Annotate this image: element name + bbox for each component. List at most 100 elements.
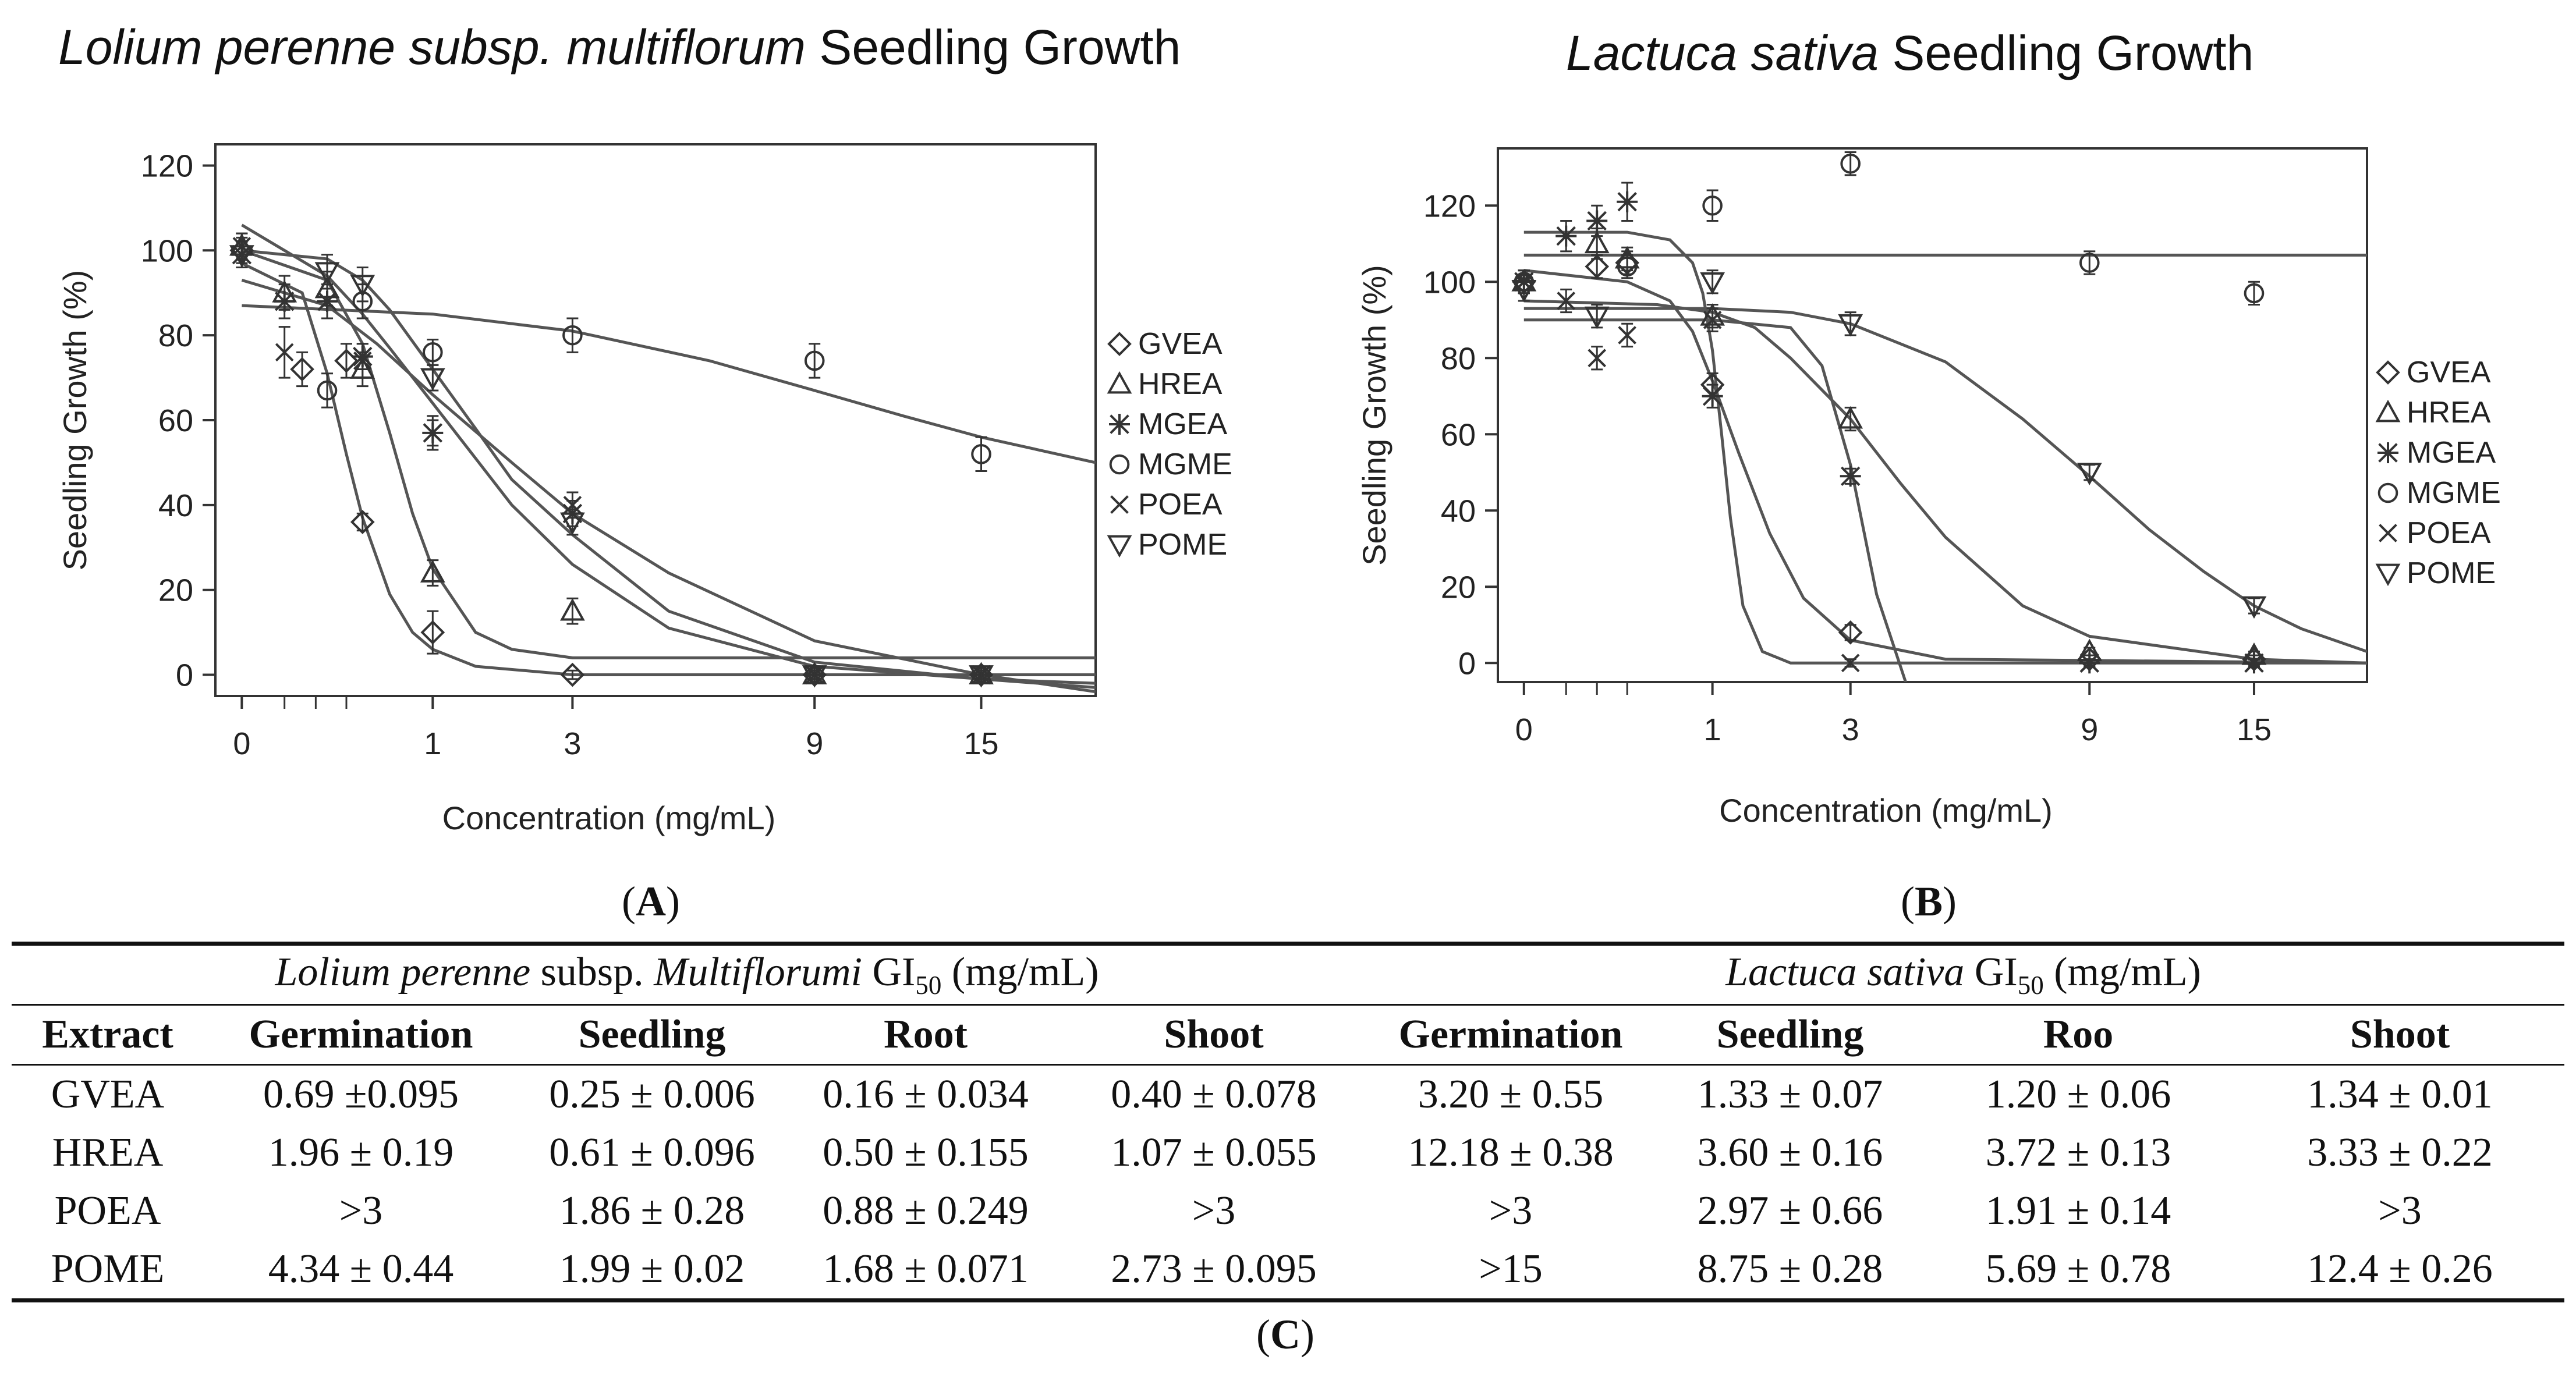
col-header: Root [786, 1004, 1065, 1065]
data-point-pome [314, 262, 340, 285]
legend-item-pome: POME [2375, 556, 2496, 590]
legend-item-gvea: GVEA [2376, 356, 2491, 389]
table-group-header: Lolium perenne subsp. Multiflorumi GI50 … [12, 942, 2564, 1005]
data-point-poea [2080, 654, 2099, 673]
fit-curve-hrea [241, 248, 1096, 659]
legend-label: GVEA [1138, 327, 1223, 361]
data-point-pome [802, 665, 827, 688]
fit-curve-mgme [242, 304, 1096, 464]
legend-label: POEA [1138, 488, 1223, 521]
data-point-mgme [562, 325, 583, 346]
table-cell: 0.40 ± 0.078 [1065, 1064, 1362, 1124]
y-tick-label: 100 [141, 233, 193, 268]
data-point-gvea [1838, 620, 1863, 645]
legend-marker-poea [1110, 495, 1129, 514]
data-point-poea [275, 343, 294, 362]
table-row: HREA 1.96 ± 0.19 0.61 ± 0.096 0.50 ± 0.1… [12, 1124, 2564, 1182]
fit-curve-mgea [1523, 230, 2367, 665]
error-bar-mgme [2248, 281, 2260, 306]
x-tick-label: 3 [564, 726, 581, 761]
y-tick-label: 40 [1441, 493, 1476, 528]
y-axis-label: Seedling Growth (%) [56, 270, 93, 571]
legend-label: HREA [1138, 367, 1223, 401]
data-point-mgea [1840, 466, 1861, 487]
table-cell: POEA [54, 1188, 161, 1233]
data-point-mgea [1586, 210, 1608, 232]
data-point-poea [1557, 292, 1576, 310]
legend-label: POEA [2407, 516, 2491, 550]
legend-item-gvea: GVEA [1107, 327, 1223, 361]
error-bar-mgme [975, 436, 987, 473]
gi50-table: Lolium perenne subsp. Multiflorumi GI50 … [12, 942, 2564, 1302]
caption-c: (C) [1256, 1311, 1314, 1358]
data-point-mgme [1617, 256, 1638, 277]
table-cell: 12.18 ± 0.38 [1408, 1130, 1614, 1175]
table-cell: 4.34 ± 0.44 [204, 1240, 518, 1302]
charts-canvas: Lolium perenne subsp. multiflorum Seedli… [56, 20, 2501, 836]
data-point-pome [2077, 463, 2102, 485]
group-header-lactuca: Lactuca sativa GI50 (mg/mL) [1362, 942, 2564, 1005]
fit-curve-poea [241, 279, 1096, 694]
table-cell: 8.75 ± 0.28 [1659, 1240, 1921, 1302]
table-row: POEA >3 1.86 ± 0.28 0.88 ± 0.249 >3 >3 2… [12, 1182, 2564, 1240]
fit-curve-mgea [241, 223, 1096, 685]
data-point-poea [353, 352, 372, 370]
x-tick-label: 0 [1515, 712, 1533, 747]
legend-marker-poea [2379, 524, 2397, 542]
table-cell: 0.69 ±0.095 [204, 1064, 518, 1124]
x-tick-label: 9 [2081, 712, 2098, 747]
data-point-gvea [420, 620, 445, 645]
col-header: Roo [1921, 1004, 2235, 1065]
x-tick-label: 9 [806, 726, 823, 761]
data-point-mgea [1555, 225, 1577, 247]
legend-label: GVEA [2407, 356, 2491, 389]
y-tick-label: 120 [1423, 189, 1476, 223]
legend-label: MGEA [2407, 436, 2496, 470]
table-cell: 0.88 ± 0.249 [823, 1188, 1029, 1233]
x-tick-label: 0 [233, 726, 250, 761]
data-point-mgme [1840, 153, 1861, 174]
fit-curve-gvea [1523, 269, 2367, 665]
legend-item-mgea: MGEA [2377, 436, 2496, 470]
error-bar-mgme [321, 372, 334, 409]
table-cell: 12.4 ± 0.26 [2235, 1240, 2564, 1302]
legend-marker-pome [2375, 563, 2401, 587]
data-point-mgme [1702, 195, 1723, 216]
legend-item-poea: POEA [2379, 516, 2491, 550]
y-tick-label: 60 [158, 403, 193, 438]
x-tick-label: 1 [424, 726, 441, 761]
table-cell: 0.61 ± 0.096 [549, 1130, 755, 1175]
table-cell: 2.73 ± 0.095 [1065, 1240, 1362, 1302]
table-cell: GVEA [12, 1064, 204, 1124]
x-tick-label: 3 [1842, 712, 1859, 747]
legend-item-pome: POME [1107, 528, 1227, 562]
col-header: Germination [1362, 1004, 1659, 1065]
data-point-mgme [423, 342, 443, 363]
data-point-poea [2245, 654, 2263, 673]
data-point-gvea [350, 510, 375, 534]
x-tick-label: 1 [1704, 712, 1721, 747]
table-cell: 0.16 ± 0.034 [786, 1064, 1065, 1124]
legend-item-mgme: MGME [1109, 448, 1232, 481]
y-tick-label: 60 [1441, 417, 1476, 452]
table-cell: 1.33 ± 0.07 [1659, 1064, 1921, 1124]
error-bar-mgme [566, 317, 579, 353]
caption-b: (B) [1901, 878, 1957, 925]
error-bar-gvea [566, 669, 579, 680]
data-point-poea [1703, 310, 1722, 329]
data-point-mgea [1702, 385, 1723, 407]
data-point-mgea [1617, 191, 1638, 212]
y-tick-label: 0 [176, 658, 193, 693]
legend-marker-mgea [1109, 414, 1130, 435]
legend-label: HREA [2407, 396, 2491, 429]
legend-marker-mgea [2377, 442, 2398, 463]
legend-item-mgea: MGEA [1109, 407, 1227, 441]
data-point-pome [2241, 596, 2267, 619]
error-bar-mgme [1621, 254, 1634, 279]
x-axis-label: Concentration (mg/mL) [1719, 792, 2053, 829]
y-axis-label: Seedling Growth (%) [1356, 265, 1392, 566]
legend-item-hrea: HREA [2375, 396, 2491, 429]
y-tick-label: 0 [1458, 646, 1476, 681]
data-point-pome [350, 275, 375, 297]
table-header-row: Extract Germination Seedling Root Shoot … [12, 1004, 2564, 1065]
